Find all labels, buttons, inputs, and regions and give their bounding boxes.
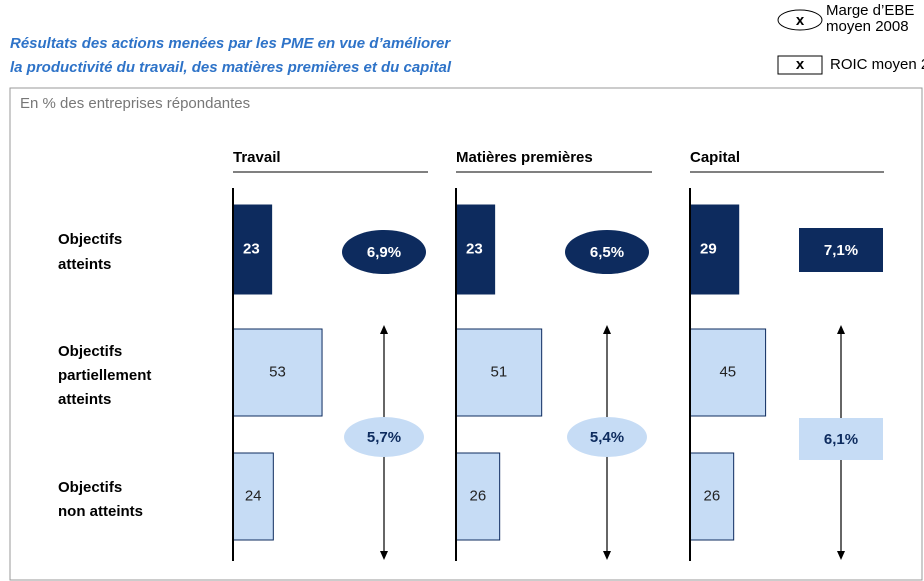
badge-ellipse bbox=[565, 230, 649, 274]
legend-box bbox=[777, 55, 823, 75]
frame bbox=[9, 87, 923, 581]
bar-label: 53 bbox=[269, 363, 286, 380]
badge-ellipse bbox=[567, 417, 647, 457]
badge-label: 7,1% bbox=[824, 242, 858, 259]
bar bbox=[232, 204, 273, 295]
legend-symbol: x bbox=[796, 12, 805, 29]
title-line: la productivité du travail, des matières… bbox=[10, 59, 452, 76]
row-label: atteints bbox=[58, 256, 111, 273]
row-label: Objectifs bbox=[58, 479, 122, 496]
bar bbox=[455, 204, 496, 295]
title-line: Résultats des actions menées par les PME… bbox=[10, 35, 451, 52]
subtitle: En % des entreprises répondantes bbox=[20, 95, 250, 112]
bar-label: 24 bbox=[245, 487, 262, 504]
legend-symbol: x bbox=[796, 56, 805, 73]
row-label: partiellement bbox=[58, 367, 151, 384]
badge-label: 6,9% bbox=[367, 244, 401, 261]
badge-box bbox=[799, 418, 883, 460]
bar bbox=[455, 452, 501, 541]
legend-label: Marge d’EBE bbox=[826, 2, 914, 19]
panel-title: Matières premières bbox=[456, 149, 593, 166]
row-label: non atteints bbox=[58, 503, 143, 520]
row-label: atteints bbox=[58, 391, 111, 408]
bar bbox=[689, 204, 740, 295]
badge-label: 5,7% bbox=[367, 429, 401, 446]
bar bbox=[689, 328, 767, 417]
panel-title: Travail bbox=[233, 149, 281, 166]
legend-label: ROIC moyen 2008 bbox=[830, 56, 924, 73]
bar-label: 51 bbox=[490, 363, 507, 380]
bar-label: 29 bbox=[700, 240, 717, 257]
bar-label: 26 bbox=[703, 487, 720, 504]
badge-ellipse bbox=[344, 417, 424, 457]
bar-label: 45 bbox=[719, 363, 736, 380]
badge-label: 6,5% bbox=[590, 244, 624, 261]
row-label: Objectifs bbox=[58, 231, 122, 248]
legend-label: moyen 2008 bbox=[826, 18, 909, 35]
badge-ellipse bbox=[342, 230, 426, 274]
badge-label: 5,4% bbox=[590, 429, 624, 446]
row-label: Objectifs bbox=[58, 343, 122, 360]
bar bbox=[232, 328, 323, 417]
bar-label: 23 bbox=[243, 240, 260, 257]
panel-title: Capital bbox=[690, 149, 740, 166]
legend-ellipse bbox=[777, 9, 823, 31]
badge-box bbox=[799, 228, 883, 272]
bar bbox=[689, 452, 735, 541]
bar bbox=[455, 328, 543, 417]
bar-label: 26 bbox=[469, 487, 486, 504]
bar-label: 23 bbox=[466, 240, 483, 257]
badge-label: 6,1% bbox=[824, 431, 858, 448]
